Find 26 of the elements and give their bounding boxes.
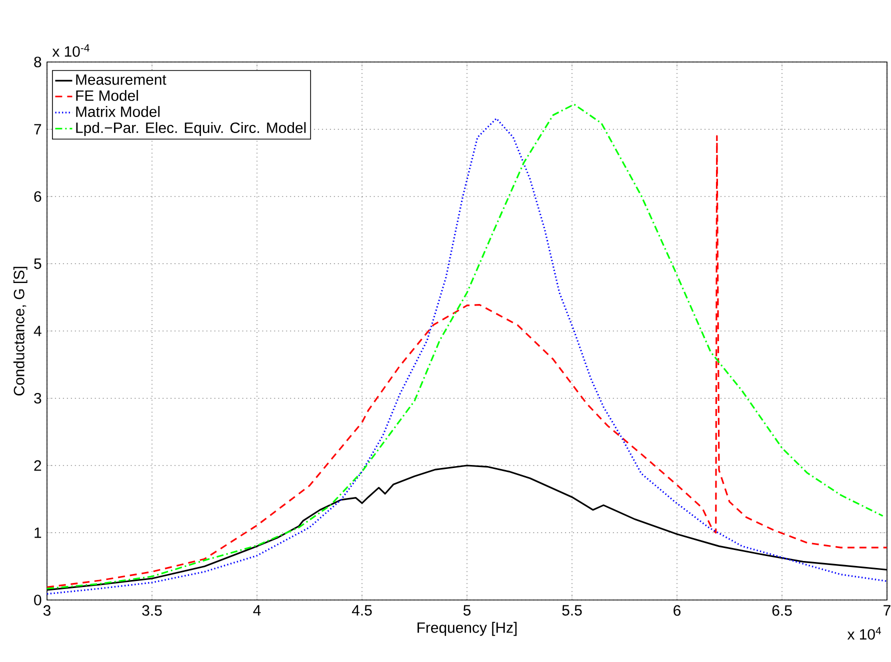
x-tick-label: 3 (43, 605, 50, 616)
y-tick-label: 1 (34, 528, 42, 538)
legend-label: Measurement (76, 74, 166, 85)
x-tick-label: 5 (463, 605, 471, 616)
x-tick-label: 6 (674, 605, 681, 616)
y-tick-label: 4 (34, 326, 42, 336)
legend-label: Lpd.−Par. Elec. Equiv. Circ. Model (76, 122, 306, 136)
y-tick-label: 3 (34, 392, 42, 404)
y-tick-label: 6 (34, 191, 42, 202)
legend-label: FE Model (76, 90, 138, 101)
x-tick-label: 5.5 (562, 605, 582, 616)
text: x 10$^{-4}$ (52, 44, 90, 57)
y-tick-label: 2 (34, 460, 42, 471)
y-tick-label: 0 (34, 594, 42, 606)
x-axis-title: Frequency [Hz] (418, 622, 517, 636)
y-tick-label: 7 (34, 124, 42, 134)
x-tick-label: 3.5 (142, 605, 162, 616)
text: x 10$^{4}$ (847, 627, 882, 640)
x-tick-label: 4.5 (352, 605, 372, 616)
x-tick-label: 7 (884, 605, 890, 616)
legend-label: Matrix Model (76, 106, 160, 117)
y-tick-label: 8 (34, 56, 42, 68)
x-tick-label: 6.5 (772, 605, 792, 616)
y-axis-title: Conductance, G [S] (13, 266, 28, 396)
y-tick-label: 5 (34, 258, 42, 269)
x-tick-label: 4 (253, 605, 261, 616)
